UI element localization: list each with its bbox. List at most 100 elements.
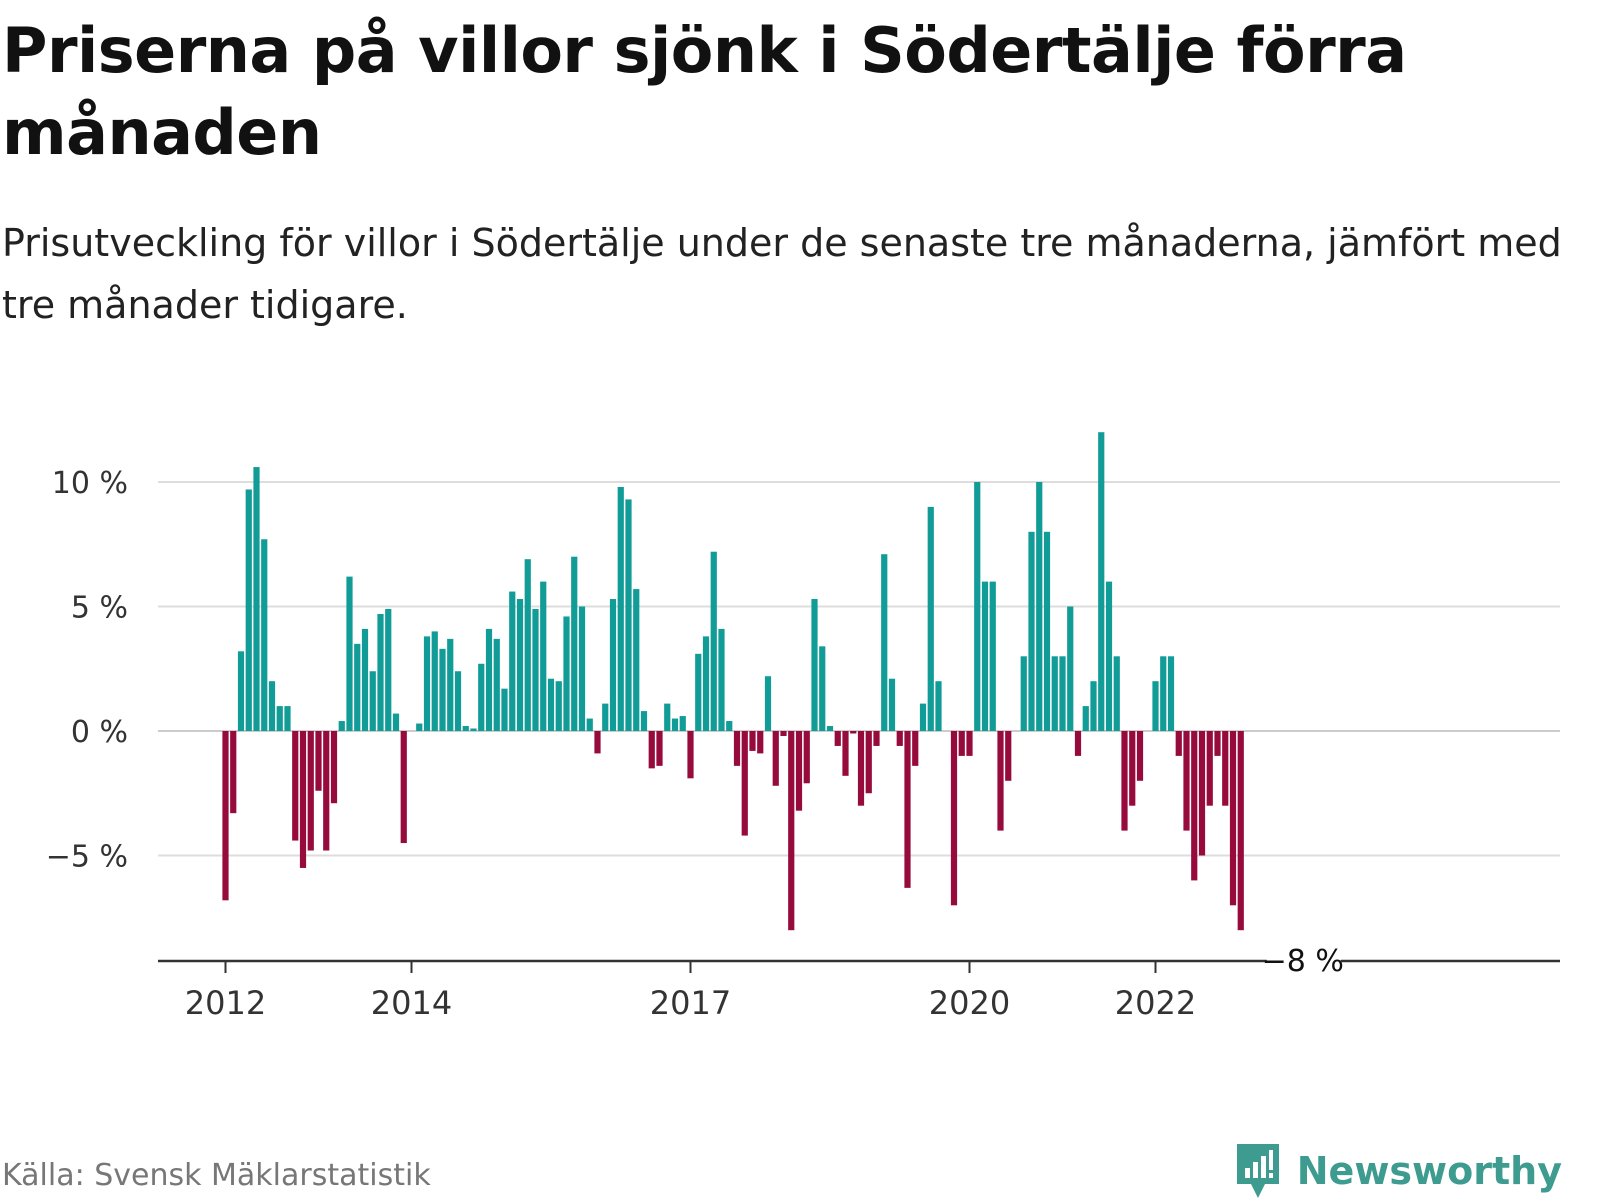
bar <box>501 688 508 731</box>
bar <box>726 721 733 731</box>
bar <box>873 731 880 746</box>
bar <box>1059 656 1066 731</box>
bar <box>516 599 524 731</box>
bar <box>1175 731 1182 756</box>
bar <box>1020 656 1027 731</box>
bar <box>454 671 462 731</box>
bar <box>935 681 942 731</box>
bar <box>687 731 694 779</box>
bar <box>253 467 260 731</box>
bar <box>695 653 702 731</box>
bar <box>268 681 276 731</box>
bar <box>1191 731 1198 881</box>
bar <box>1090 681 1097 731</box>
bar <box>284 706 291 731</box>
bar <box>733 731 741 766</box>
bar <box>315 731 322 791</box>
bar <box>788 731 795 931</box>
bar <box>1074 731 1082 756</box>
bar <box>524 559 531 731</box>
bar <box>633 589 640 731</box>
x-tick-label: 2014 <box>371 984 452 1022</box>
bar <box>749 731 756 751</box>
bar <box>1167 656 1175 731</box>
bar <box>532 608 539 731</box>
bar <box>439 648 446 731</box>
y-tick-label: 0 % <box>71 715 128 750</box>
bar <box>1098 432 1105 731</box>
bar <box>803 731 810 784</box>
newsworthy-wordmark: Newsworthy <box>1296 1149 1562 1193</box>
bar <box>1198 731 1206 856</box>
bar <box>795 731 803 811</box>
bar <box>578 606 586 731</box>
bar <box>772 731 779 786</box>
bar <box>478 663 485 731</box>
bar <box>1105 581 1113 731</box>
bar <box>555 681 562 731</box>
bar <box>764 676 772 731</box>
bar <box>702 636 710 731</box>
bar <box>1043 531 1051 731</box>
bar <box>958 731 965 756</box>
bar <box>757 731 764 754</box>
bar <box>989 581 996 731</box>
bar <box>966 731 973 756</box>
bar <box>1229 731 1237 906</box>
bar <box>1136 731 1144 781</box>
bar <box>338 721 345 731</box>
x-tick-label: 2012 <box>185 984 266 1022</box>
bar <box>423 636 431 731</box>
bar <box>811 599 818 731</box>
bar <box>656 731 663 766</box>
source-note: Källa: Svensk Mäklarstatistik <box>2 1158 431 1193</box>
end-label-background <box>1266 941 1341 977</box>
bar <box>834 731 841 746</box>
bar <box>857 731 865 806</box>
bar <box>299 731 307 868</box>
x-tick-label: 2017 <box>650 984 731 1022</box>
bar <box>1036 482 1043 731</box>
bar <box>493 638 500 731</box>
bar <box>1206 731 1213 806</box>
bar <box>664 703 671 731</box>
bar-chart: 10 % 5 % 0 % −5 % 2012 2014 2017 2020 2022 −8 % <box>46 432 1560 1022</box>
chart-title: Priserna på villor sjönk i Södertälje fö… <box>2 14 1407 169</box>
bar <box>1222 731 1229 806</box>
bar <box>485 628 493 731</box>
newsworthy-logo: Newsworthy <box>1233 1140 1562 1202</box>
bar <box>571 556 578 731</box>
y-axis-ticks: 10 % 5 % 0 % −5 % <box>46 466 128 875</box>
bar <box>385 608 392 731</box>
chart-subtitle: Prisutveckling för villor i Södertälje u… <box>2 221 1562 327</box>
bar <box>1067 606 1074 731</box>
bar <box>307 731 314 851</box>
bar <box>416 723 423 731</box>
bar <box>648 731 655 769</box>
bar <box>919 703 927 731</box>
bar <box>904 731 911 888</box>
bar <box>540 581 547 731</box>
end-value-annotation: −8 % <box>1248 941 1367 979</box>
bar <box>981 581 989 731</box>
bar <box>741 731 748 836</box>
bar <box>276 706 283 731</box>
bar <box>361 628 369 731</box>
bar <box>400 731 407 844</box>
bar <box>509 591 516 731</box>
bar <box>1051 656 1058 731</box>
bar <box>997 731 1004 831</box>
bar <box>950 731 958 906</box>
newsworthy-logo-icon <box>1236 1144 1279 1198</box>
bar <box>1028 531 1035 731</box>
bar <box>842 731 849 776</box>
bar <box>819 646 826 731</box>
end-value-label: −8 % <box>1262 944 1344 979</box>
bar <box>346 576 353 731</box>
bar <box>392 713 400 731</box>
bar <box>1005 731 1012 781</box>
bar <box>826 726 834 731</box>
bar <box>377 613 384 731</box>
x-tick-label: 2022 <box>1115 984 1196 1022</box>
x-tick-label: 2020 <box>929 984 1010 1022</box>
